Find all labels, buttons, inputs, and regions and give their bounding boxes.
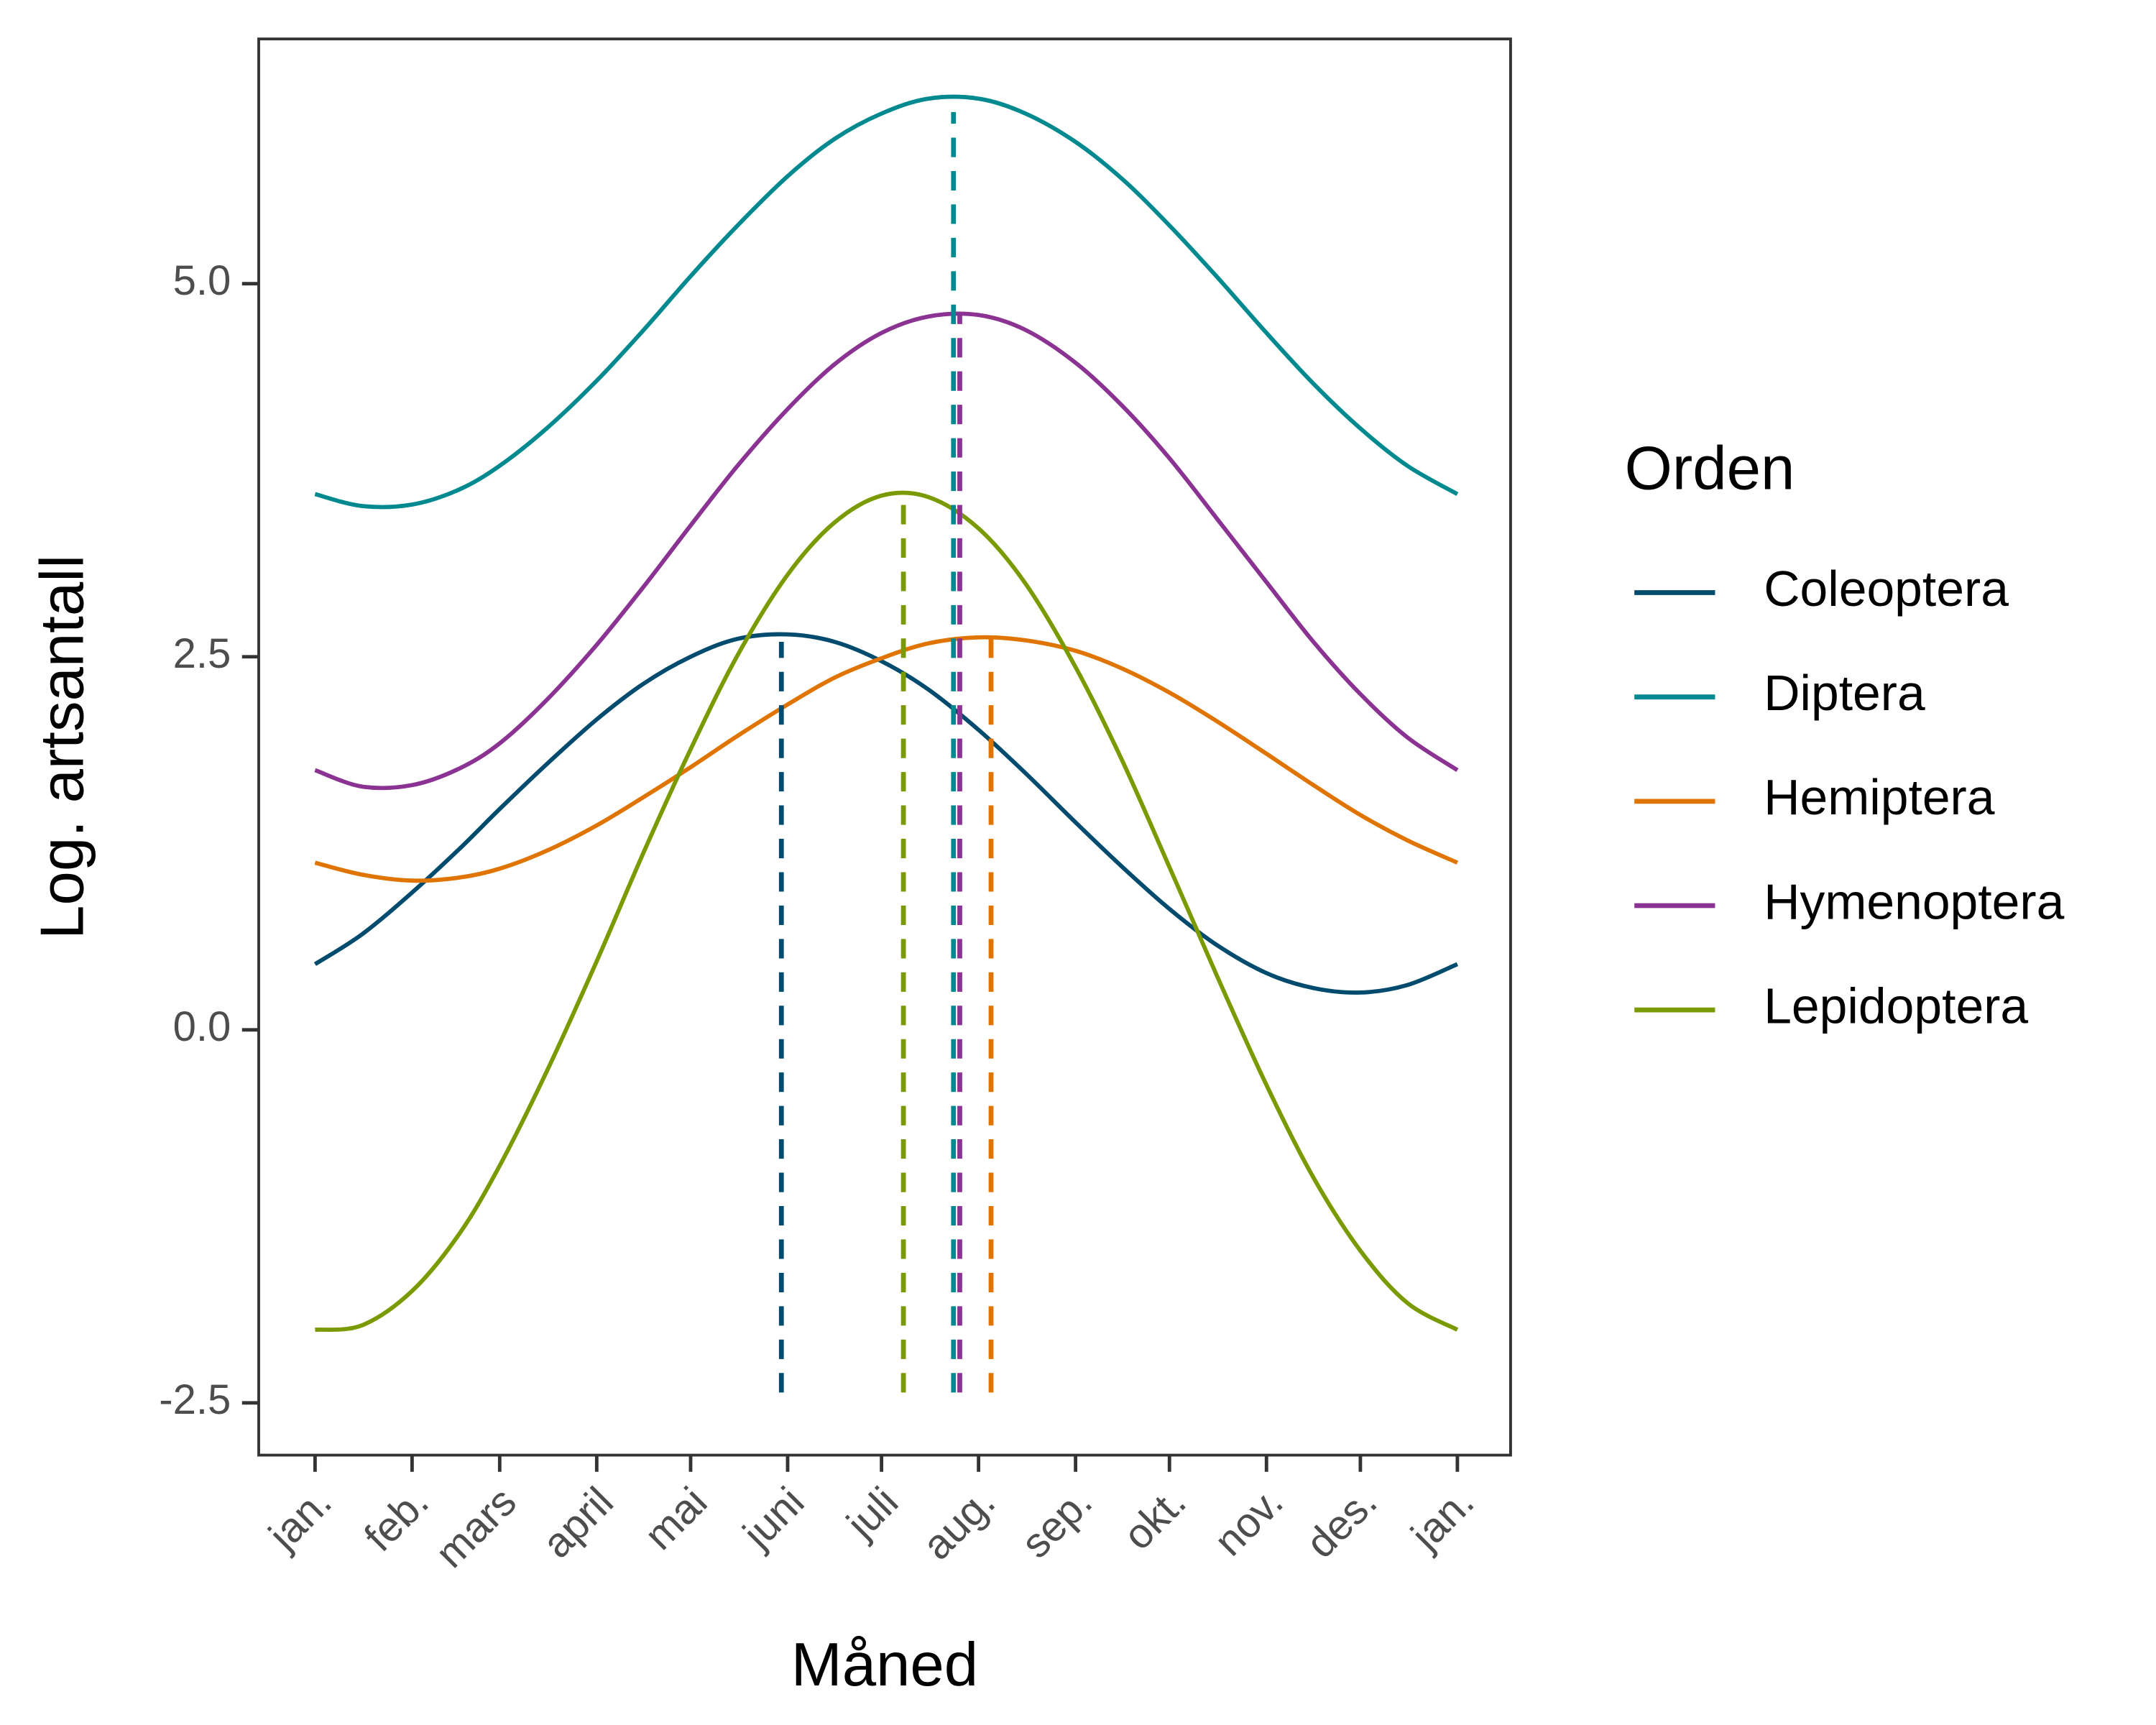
y-tick-label: -2.5 xyxy=(159,1376,231,1423)
y-tick-label: 2.5 xyxy=(173,630,231,677)
legend-title: Orden xyxy=(1625,435,1795,503)
series-line xyxy=(314,94,1459,510)
plot-border xyxy=(257,37,1512,1457)
series-line xyxy=(314,311,1459,791)
series-line xyxy=(313,632,1459,995)
series-line xyxy=(314,635,1459,883)
y-axis-title: Log. artsantall xyxy=(28,555,96,939)
legend-label: Diptera xyxy=(1764,665,1925,721)
legend-label: Hymenoptera xyxy=(1764,873,2064,929)
legend-label: Lepidoptera xyxy=(1764,978,2028,1034)
legend-label: Hemiptera xyxy=(1764,769,1995,825)
series-line xyxy=(315,490,1459,1333)
y-tick-label: 5.0 xyxy=(173,257,231,304)
x-axis-title: Måned xyxy=(791,1631,978,1699)
y-tick-label: 0.0 xyxy=(173,1003,231,1050)
legend-label: Coleoptera xyxy=(1764,561,2009,617)
